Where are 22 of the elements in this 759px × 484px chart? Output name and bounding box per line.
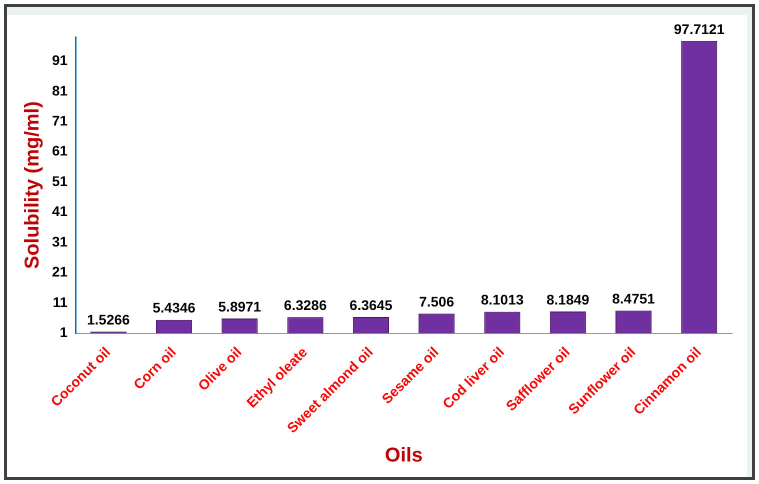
data-label: 8.4751: [612, 290, 656, 307]
y-tick-label: 41: [52, 203, 68, 220]
y-tick-label: 1: [60, 324, 68, 340]
y-tick-label: 21: [52, 264, 68, 280]
y-tick-label: 61: [52, 142, 68, 159]
y-tick-label: 81: [52, 82, 68, 98]
data-label: 5.8971: [218, 298, 262, 314]
x-axis-title: Oils: [384, 444, 423, 467]
y-tick-label: 11: [52, 294, 68, 310]
data-label: 5.4346: [152, 300, 196, 316]
y-tick-label: 71: [52, 112, 68, 129]
data-label: 8.1013: [480, 292, 524, 308]
y-tick-label: 51: [52, 172, 68, 189]
y-axis-title: Solubility (mg/ml): [22, 101, 44, 270]
y-tick-label: 31: [52, 233, 68, 250]
data-label: 1.5266: [86, 312, 130, 328]
data-label: 6.3645: [350, 296, 393, 313]
data-label: 8.1849: [546, 291, 590, 308]
data-label: 7.506: [419, 293, 454, 310]
data-label: 6.3286: [284, 297, 327, 314]
y-tick-label: 91: [52, 52, 68, 68]
data-label: 97.7121: [674, 20, 725, 37]
